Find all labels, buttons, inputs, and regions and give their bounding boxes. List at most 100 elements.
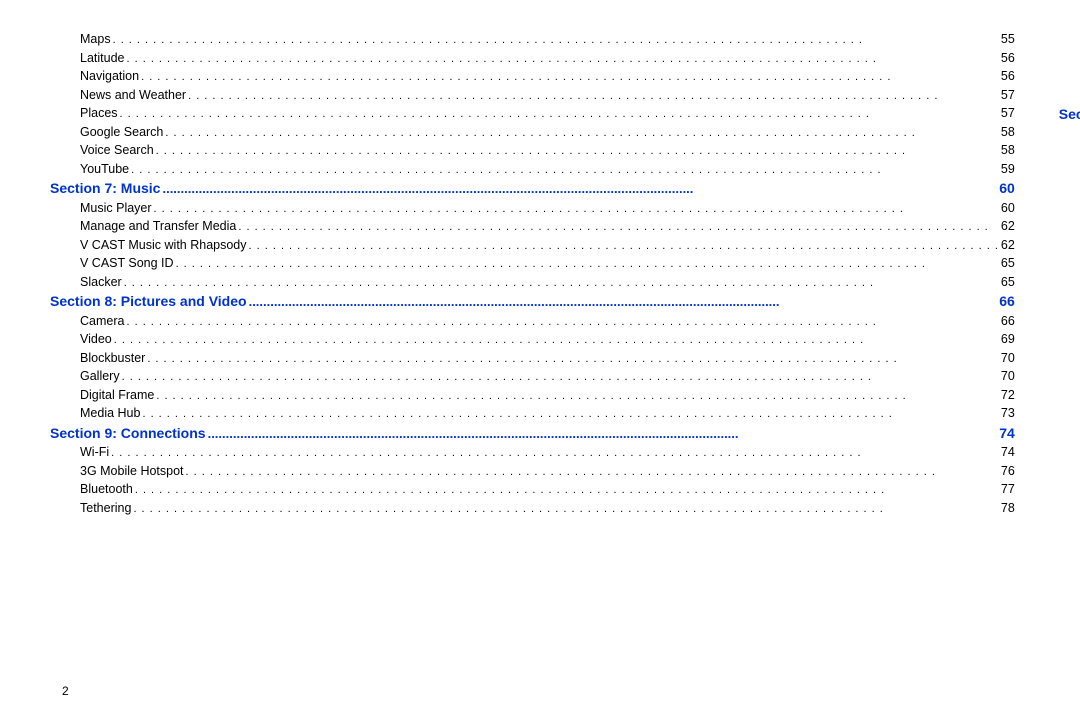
toc-item[interactable]: Contacts87 <box>1059 275 1080 289</box>
toc-label: 3G Mobile Hotspot <box>80 464 184 478</box>
toc-item[interactable]: Google Search88 <box>1059 386 1080 400</box>
leader-dots <box>186 464 999 478</box>
toc-item[interactable]: Tethering 78 <box>50 501 1015 515</box>
toc-item[interactable]: Camera87 <box>1059 256 1080 270</box>
toc-item[interactable]: Maps89 <box>1059 460 1080 474</box>
toc-item[interactable]: Voice Search58 <box>50 143 1015 157</box>
toc-item[interactable]: Media Hub90 <box>1059 497 1080 511</box>
toc-item[interactable]: Gallery88 <box>1059 349 1080 363</box>
leader-dots <box>126 314 998 328</box>
toc-page-number: 66 <box>1001 314 1015 328</box>
toc-item[interactable]: Daily Briefing87 <box>1059 293 1080 307</box>
leader-dots <box>249 294 998 309</box>
toc-page-number: 57 <box>1001 88 1015 102</box>
toc-item[interactable]: Gmail88 <box>1059 367 1080 381</box>
toc-item[interactable]: Wi-Fi 74 <box>50 445 1015 459</box>
toc-item[interactable]: Google Search 58 <box>50 125 1015 139</box>
leader-dots <box>188 88 999 102</box>
toc-label: Wi-Fi <box>80 445 109 459</box>
toc-item[interactable]: Blockbuster85 <box>1059 201 1080 215</box>
toc-page-number: 58 <box>1001 143 1015 157</box>
toc-label: Digital Frame <box>80 388 154 402</box>
toc-label: Maps <box>80 32 111 46</box>
toc-item[interactable]: Calendar86 <box>1059 238 1080 252</box>
toc-item[interactable]: Places57 <box>50 106 1015 120</box>
toc-label: Manage and Transfer Media <box>80 219 236 233</box>
leader-dots <box>124 275 999 289</box>
leader-dots <box>162 181 997 196</box>
toc-item[interactable]: Media Hub73 <box>50 406 1015 420</box>
toc-item[interactable]: USB Settings79 <box>1059 69 1080 83</box>
toc-page: Maps55Latitude56Navigation56News and Wea… <box>0 0 1080 554</box>
leader-dots <box>176 256 999 270</box>
toc-label: Slacker <box>80 275 122 289</box>
toc-item[interactable]: Maps55 <box>50 32 1015 46</box>
toc-item[interactable]: V CAST Music with Rhapsody62 <box>50 238 1015 252</box>
toc-item[interactable]: Slacker65 <box>50 275 1015 289</box>
toc-item[interactable]: Alarm Clock82 <box>1059 145 1080 159</box>
leader-dots <box>113 32 999 46</box>
toc-page-number: 60 <box>999 180 1015 196</box>
toc-item[interactable]: AllShare83 <box>1059 164 1080 178</box>
leader-dots <box>135 482 999 496</box>
toc-item[interactable]: Music Player60 <box>50 201 1015 215</box>
toc-label: Latitude <box>80 51 124 65</box>
toc-section[interactable]: Section 10: Applications and Widgets82 <box>1059 106 1080 122</box>
toc-label: Camera <box>80 314 124 328</box>
toc-page-number: 70 <box>1001 369 1015 383</box>
toc-item[interactable]: Manage and Transfer Media62 <box>50 219 1015 233</box>
toc-page-number: 73 <box>1001 406 1015 420</box>
toc-item[interactable]: Memory Card80 <box>1059 88 1080 102</box>
toc-label: Gallery <box>80 369 120 383</box>
toc-item[interactable]: Navigation56 <box>50 69 1015 83</box>
toc-item[interactable]: 3G Mobile Hotspot76 <box>50 464 1015 478</box>
leader-dots <box>156 388 999 402</box>
leader-dots <box>142 406 998 420</box>
toc-label: V CAST Song ID <box>80 256 174 270</box>
toc-page-number: 78 <box>1001 501 1015 515</box>
toc-item[interactable]: Video69 <box>50 332 1015 346</box>
toc-item[interactable]: Blockbuster70 <box>50 351 1015 365</box>
toc-label: Tethering <box>80 501 131 515</box>
leader-dots <box>147 351 999 365</box>
toc-label: V CAST Music with Rhapsody <box>80 238 247 252</box>
toc-item[interactable]: VPN79 <box>1059 32 1080 46</box>
toc-item[interactable]: Bluetooth77 <box>50 482 1015 496</box>
leader-dots <box>154 201 999 215</box>
leader-dots <box>122 369 999 383</box>
toc-item[interactable]: Let's Golf89 <box>1059 441 1080 455</box>
toc-item[interactable]: Latitude 56 <box>50 51 1015 65</box>
toc-item[interactable]: News and Weather57 <box>50 88 1015 102</box>
toc-page-number: 74 <box>1001 445 1015 459</box>
toc-item[interactable]: Backup Assistant85 <box>1059 182 1080 196</box>
toc-item[interactable]: Digital Frame 72 <box>50 388 1015 402</box>
toc-item[interactable]: V CAST Song ID65 <box>50 256 1015 270</box>
toc-section[interactable]: Section 9: Connections74 <box>50 425 1015 441</box>
toc-item[interactable]: Digital Frame87 <box>1059 312 1080 326</box>
toc-section[interactable]: Section 8: Pictures and Video66 <box>50 293 1015 309</box>
toc-item[interactable]: Browser85 <box>1059 219 1080 233</box>
toc-item[interactable]: Email88 <box>1059 330 1080 344</box>
leader-dots <box>133 501 998 515</box>
toc-section[interactable]: Section 7: Music60 <box>50 180 1015 196</box>
toc-item[interactable]: Gallery 70 <box>50 369 1015 383</box>
toc-page-number: 56 <box>1001 69 1015 83</box>
toc-label: Google Search <box>80 125 163 139</box>
leader-dots <box>165 125 999 139</box>
leader-dots <box>131 162 999 176</box>
toc-item[interactable]: Kindle88 <box>1059 404 1080 418</box>
toc-item[interactable]: YouTube59 <box>50 162 1015 176</box>
toc-page-number: 69 <box>1001 332 1015 346</box>
left-column: Maps55Latitude56Navigation56News and Wea… <box>50 32 1015 534</box>
leader-dots <box>120 106 999 120</box>
toc-page-number: 56 <box>1001 51 1015 65</box>
toc-page-number: 58 <box>1001 125 1015 139</box>
toc-item[interactable]: Latitude89 <box>1059 423 1080 437</box>
toc-item[interactable]: 3G Mobile Hotspot82 <box>1059 127 1080 141</box>
toc-item[interactable]: Camera 66 <box>50 314 1015 328</box>
toc-page-number: 70 <box>1001 351 1015 365</box>
toc-item[interactable]: Memo90 <box>1059 515 1080 529</box>
toc-item[interactable]: Mobile Networks79 <box>1059 51 1080 65</box>
toc-item[interactable]: Market89 <box>1059 478 1080 492</box>
toc-page-number: 72 <box>1001 388 1015 402</box>
